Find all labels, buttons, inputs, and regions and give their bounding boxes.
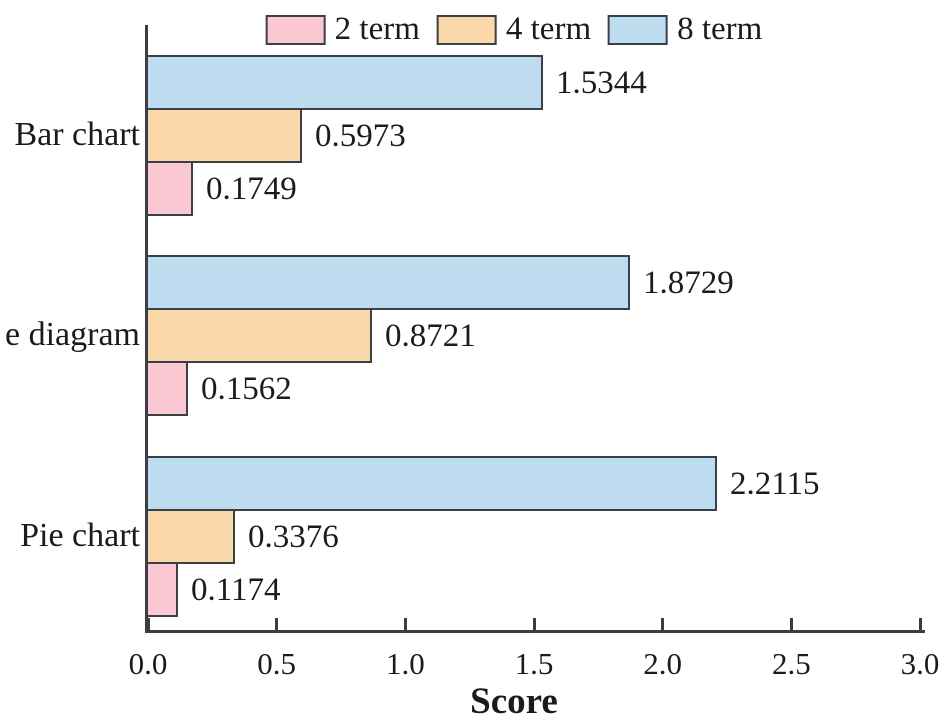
x-tick-label: 2.5	[771, 646, 811, 681]
x-tick-label: 0.5	[257, 646, 297, 681]
value-label: 1.5344	[556, 64, 647, 101]
x-tick	[146, 618, 150, 630]
value-label: 0.8721	[385, 317, 476, 354]
bar-4-term-e-diagram	[146, 308, 372, 363]
x-tick	[661, 618, 665, 630]
legend-entry-2-term: 2 term	[265, 11, 420, 47]
legend-swatch-icon	[608, 14, 669, 45]
bar-4-term-pie-chart	[146, 509, 235, 564]
legend-swatch-icon	[436, 14, 497, 45]
x-tick-label: 0.0	[128, 646, 168, 681]
x-tick	[532, 618, 536, 630]
category-label-bar-chart: Bar chart	[14, 115, 140, 153]
value-label: 0.1562	[201, 370, 292, 407]
value-label: 0.1174	[191, 571, 281, 608]
value-label: 0.1749	[206, 170, 297, 207]
x-tick	[403, 618, 407, 630]
bar-4-term-bar-chart	[146, 108, 302, 163]
bar-8-term-bar-chart	[146, 55, 543, 110]
legend-swatch-icon	[265, 14, 326, 45]
category-label-e-diagram: e diagram	[5, 315, 140, 353]
x-tick	[918, 618, 922, 630]
legend-entry-8-term: 8 term	[608, 13, 762, 46]
x-tick	[275, 618, 279, 630]
x-tick-label: 3.0	[900, 646, 940, 681]
legend-label: 4 term	[505, 11, 592, 47]
bar-2-term-bar-chart	[146, 161, 193, 216]
x-tick-label: 1.0	[385, 646, 425, 681]
x-axis-spine	[145, 630, 925, 633]
value-label: 0.3376	[248, 518, 339, 555]
bar-2-term-pie-chart	[146, 562, 178, 617]
legend-label: 2 term	[334, 11, 420, 47]
legend-entry-4-term: 4 term	[436, 11, 592, 47]
x-tick	[789, 618, 793, 630]
legend: 2 term 4 term 8 term	[265, 11, 762, 47]
value-label: 0.5973	[315, 117, 406, 154]
category-label-pie-chart: Pie chart	[20, 516, 140, 554]
x-tick-label: 2.0	[643, 646, 683, 681]
value-label: 2.2115	[730, 465, 820, 502]
value-label: 1.8729	[643, 264, 734, 301]
x-axis-title: Score	[470, 681, 558, 722]
bar-8-term-pie-chart	[146, 456, 717, 511]
bar-2-term-e-diagram	[146, 361, 188, 416]
legend-label: 8 term	[677, 11, 763, 47]
x-tick-label: 1.5	[514, 646, 554, 681]
bar-8-term-e-diagram	[146, 255, 630, 310]
